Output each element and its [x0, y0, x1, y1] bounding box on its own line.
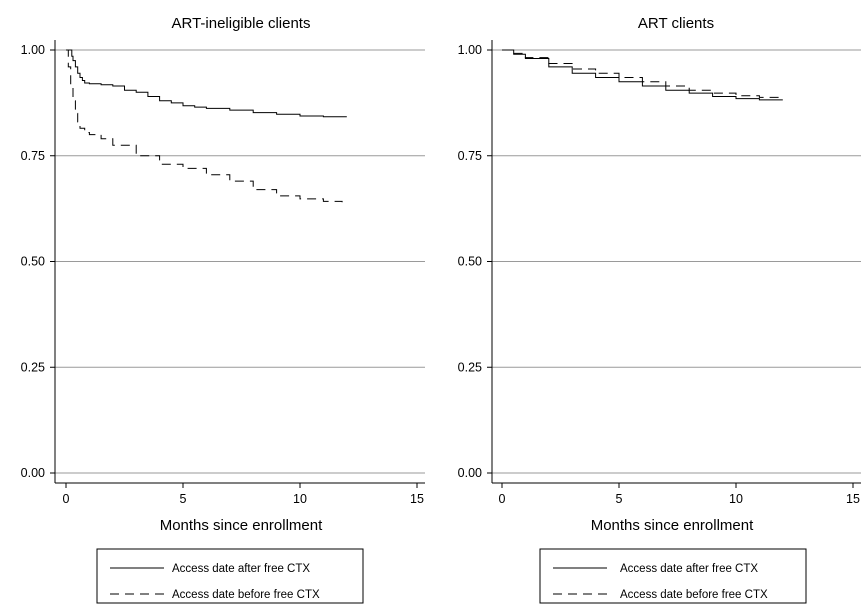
- chart-panel-art: ART clients 0.000.250.500.751.00 0 5 10 15 …: [458, 15, 861, 604]
- x-axis: 0 5 10 15: [55, 482, 425, 506]
- chart-title: ART-ineligible clients: [172, 15, 311, 32]
- series-line-dashed: [66, 49, 343, 203]
- x-tick-label: 10: [293, 492, 307, 506]
- y-tick-label: 0.50: [21, 255, 45, 269]
- series-line-solid: [502, 49, 783, 101]
- series-group: [502, 49, 784, 101]
- legend-box: [96, 548, 364, 604]
- legend-label: Access date before free CTX: [620, 589, 768, 601]
- y-tick-label: 0.00: [458, 466, 482, 480]
- grid-lines: [492, 49, 861, 474]
- y-tick-label: 0.75: [458, 149, 482, 163]
- legend: Access date after free CTX Access date b…: [539, 548, 807, 604]
- y-tick-label: 1.00: [458, 43, 482, 57]
- y-tick-label: 0.25: [458, 360, 482, 374]
- y-tick-label: 1.00: [21, 43, 45, 57]
- legend: Access date after free CTX Access date b…: [96, 548, 364, 604]
- x-tick-label: 0: [499, 492, 506, 506]
- x-tick-label: 10: [729, 492, 743, 506]
- x-tick-label: 0: [63, 492, 70, 506]
- x-axis: 0 5 10 15: [492, 482, 861, 506]
- series-line-dashed: [502, 49, 784, 99]
- chart-panel-art-ineligible: ART-ineligible clients 0.00 0.25 0.50 0.75 1…: [21, 15, 425, 604]
- legend-box: [539, 548, 807, 604]
- legend-label: Access date after free CTX: [172, 563, 310, 575]
- y-tick-label: 0.25: [21, 360, 45, 374]
- y-axis: 0.00 0.25 0.50 0.75 1.00: [21, 40, 56, 483]
- x-axis-label: Months since enrollment: [160, 517, 323, 534]
- x-tick-label: 5: [616, 492, 623, 506]
- y-tick-label: 0.50: [458, 255, 482, 269]
- x-tick-label: 15: [410, 492, 424, 506]
- x-tick-label: 5: [180, 492, 187, 506]
- legend-label: Access date before free CTX: [172, 589, 320, 601]
- y-axis: 0.00 0.25 0.50 0.75 1.00: [458, 40, 493, 483]
- y-tick-label: 0.75: [21, 149, 45, 163]
- x-axis-label: Months since enrollment: [591, 517, 754, 534]
- series-line-solid: [66, 49, 347, 118]
- chart-title: ART clients: [638, 15, 714, 32]
- legend-label: Access date after free CTX: [620, 563, 758, 575]
- series-group: [66, 49, 347, 203]
- x-tick-label: 15: [846, 492, 860, 506]
- y-tick-label: 0.00: [21, 466, 45, 480]
- grid-lines: [55, 49, 425, 474]
